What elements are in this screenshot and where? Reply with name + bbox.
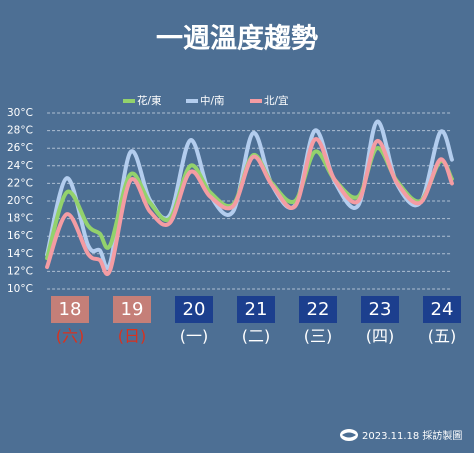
weekday-label: (日) bbox=[118, 327, 147, 346]
weekday-label: (五) bbox=[428, 327, 457, 346]
y-tick-label: 30°C bbox=[7, 107, 33, 119]
logo bbox=[340, 429, 358, 441]
x-tick-label: 24 bbox=[431, 299, 454, 320]
date-box bbox=[299, 296, 337, 323]
y-tick-label: 28°C bbox=[7, 125, 33, 137]
x-tick-label: 21 bbox=[245, 299, 268, 320]
y-tick-label: 16°C bbox=[7, 230, 33, 242]
y-tick-label: 22°C bbox=[7, 177, 33, 189]
y-tick-label: 24°C bbox=[7, 160, 33, 172]
weekday-label: (二) bbox=[242, 327, 271, 346]
y-tick-label: 20°C bbox=[7, 195, 33, 207]
weekday-label: (一) bbox=[180, 327, 209, 346]
weekday-label: (四) bbox=[366, 327, 395, 346]
weekday-label: (三) bbox=[304, 327, 333, 346]
y-tick-label: 18°C bbox=[7, 213, 33, 225]
credit: 2023.11.18 採訪製圖 bbox=[362, 429, 462, 442]
y-tick-label: 14°C bbox=[7, 248, 33, 260]
date-box bbox=[361, 296, 399, 323]
weekday-label: (六) bbox=[56, 327, 85, 346]
x-tick-label: 23 bbox=[369, 299, 392, 320]
x-tick-label: 20 bbox=[183, 299, 206, 320]
legend-label: 花/東 bbox=[137, 94, 162, 107]
date-box bbox=[237, 296, 275, 323]
y-tick-label: 12°C bbox=[7, 265, 33, 277]
series-line bbox=[45, 137, 454, 277]
y-tick-label: 10°C bbox=[7, 283, 33, 295]
x-tick-label: 18 bbox=[59, 299, 82, 320]
chart-title: 一週溫度趨勢 bbox=[156, 23, 318, 55]
date-box bbox=[175, 296, 213, 323]
y-tick-label: 26°C bbox=[7, 142, 33, 154]
date-box bbox=[113, 296, 151, 323]
x-tick-label: 22 bbox=[307, 299, 330, 320]
date-box bbox=[51, 296, 89, 323]
date-box bbox=[423, 296, 461, 323]
legend-label: 中/南 bbox=[200, 94, 225, 107]
legend-label: 北/宜 bbox=[264, 94, 289, 107]
x-tick-label: 19 bbox=[121, 299, 144, 320]
